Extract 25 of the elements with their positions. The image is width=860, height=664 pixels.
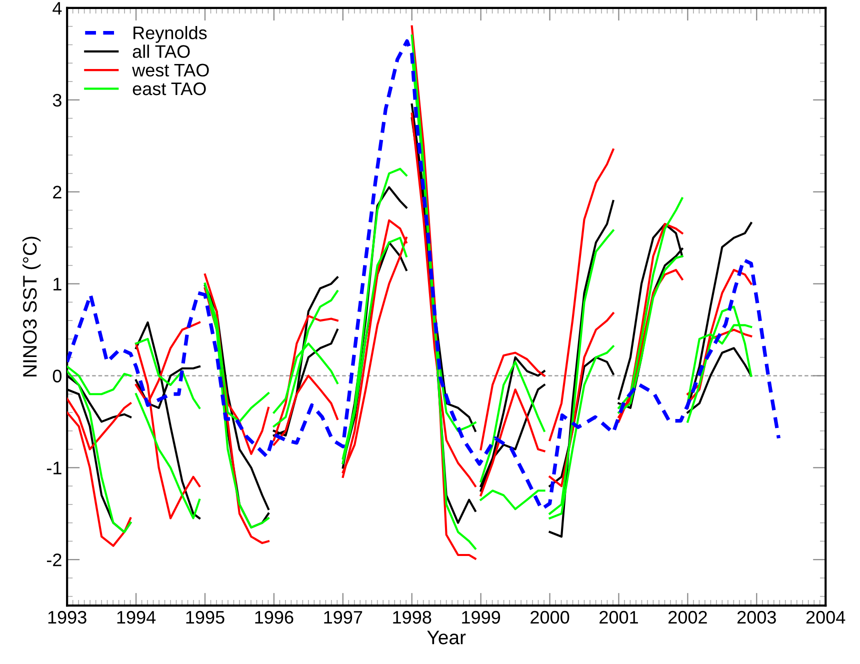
x-tick-label: 1994 <box>117 610 156 624</box>
y-tick-label: 3 <box>52 94 62 107</box>
x-tick-label: 2000 <box>530 610 570 624</box>
x-tick-label: 1995 <box>186 610 224 624</box>
y-tick-label: 1 <box>54 278 62 290</box>
y-tick-label: -1 <box>46 462 62 474</box>
x-axis-title: Year <box>427 630 466 644</box>
y-tick-label: 0 <box>52 370 62 382</box>
y-tick-label: -2 <box>46 554 62 566</box>
y-tick-label: 4 <box>52 2 62 15</box>
legend-label: all TAO <box>132 44 190 58</box>
y-axis-title: NINO3 SST (°C) <box>22 236 41 376</box>
x-tick-label: 1993 <box>48 610 86 624</box>
x-tick-label: 2003 <box>737 610 776 624</box>
legend-label: Reynolds <box>134 26 207 43</box>
y-tick-label: 2 <box>53 186 62 198</box>
x-tick-label: 1999 <box>462 610 500 624</box>
x-tick-label: 2001 <box>600 610 638 624</box>
x-tick-label: 1998 <box>393 610 432 624</box>
legend-label: east TAO <box>132 82 206 96</box>
x-tick-label: 2004 <box>806 610 846 624</box>
x-tick-label: 2002 <box>668 610 707 624</box>
legend-label: west TAO <box>132 64 209 77</box>
x-tick-label: 1997 <box>324 610 362 624</box>
x-tick-label: 1996 <box>255 610 294 624</box>
